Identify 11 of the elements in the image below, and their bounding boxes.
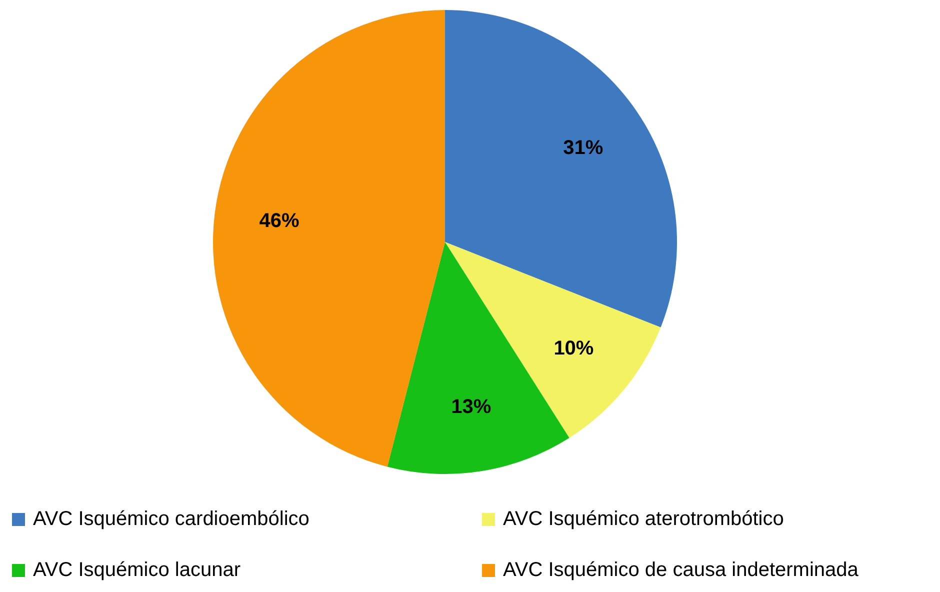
legend-label: AVC Isquémico lacunar [33, 559, 240, 582]
data-label: 10% [554, 337, 594, 360]
legend-label: AVC Isquémico cardioembólico [33, 508, 310, 531]
pie-slice [445, 242, 661, 438]
legend-label: AVC Isquémico aterotrombótico [503, 508, 784, 531]
pie-slice [445, 10, 677, 328]
data-label: 31% [563, 137, 604, 160]
data-label: 46% [259, 210, 300, 232]
legend-label: AVC Isquémico de causa indeterminada [503, 559, 858, 582]
pie-slice [213, 10, 445, 467]
data-label: 13% [451, 396, 492, 418]
